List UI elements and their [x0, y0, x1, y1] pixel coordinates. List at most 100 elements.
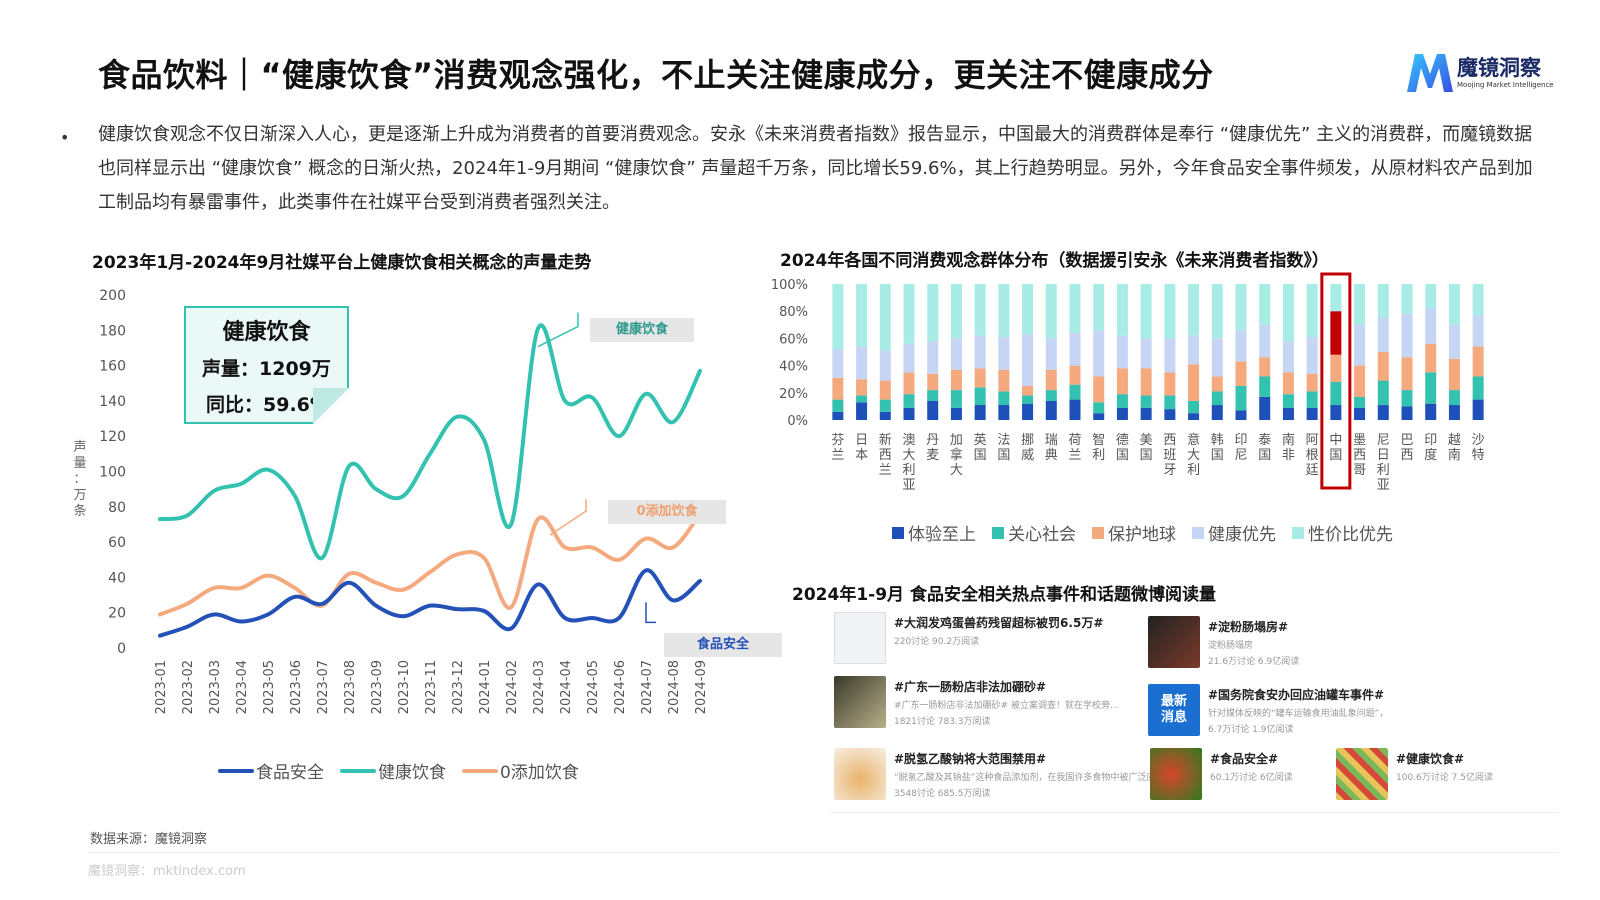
event-stat: 1821讨论 783.3万阅读 — [894, 717, 991, 727]
bar-segment — [1259, 396, 1271, 420]
bar-segment — [1306, 284, 1318, 338]
x-tick-label: 越 — [1448, 433, 1461, 448]
bar-segment — [1235, 284, 1247, 331]
bar-segment — [1164, 395, 1176, 410]
bar-segment — [903, 407, 915, 420]
x-tick-label: 印 — [1424, 433, 1437, 448]
x-tick-label: 巴 — [1400, 433, 1413, 448]
bar-segment — [1140, 407, 1152, 420]
bar-segment — [1164, 409, 1176, 420]
event-title: #食品安全# — [1210, 752, 1279, 766]
footer-link[interactable]: 魔镜洞察：mktindex.com — [88, 864, 246, 879]
bar-segment — [832, 284, 844, 350]
bar-segment — [1164, 372, 1176, 396]
bar-segment — [1022, 403, 1034, 420]
legend-label: 体验至上 — [908, 525, 976, 545]
event-stat: 100.6万讨论 7.5亿阅读 — [1396, 773, 1493, 783]
y-tick-label: 0% — [787, 414, 808, 429]
event-desc: 针对媒体反映的“罐车运输食用油乱象问题”， — [1208, 709, 1389, 719]
logo-subtitle: Moojing Market Intelligence — [1457, 81, 1554, 89]
bar-segment — [1140, 338, 1152, 369]
legend-item-planet: 保护地球 — [1092, 520, 1176, 545]
tag-zero-additive: 0添加饮食 — [608, 500, 726, 524]
x-tick-label: 本 — [855, 448, 868, 463]
event-stat: 60.1万讨论 6亿阅读 — [1210, 773, 1293, 783]
bar-segment — [1306, 407, 1318, 420]
bar-segment — [1425, 372, 1437, 404]
bar-segment — [1448, 324, 1460, 359]
bar-segment — [927, 400, 939, 420]
legend-swatch — [462, 768, 498, 773]
x-tick-label: 大 — [1187, 448, 1200, 463]
event-thumbnail — [1336, 748, 1388, 800]
event-title: #国务院食安办回应油罐车事件# — [1208, 688, 1385, 702]
bar-segment — [974, 284, 986, 336]
bar-segment — [856, 379, 868, 396]
bar-segment — [1235, 330, 1247, 362]
x-tick-label: 澳 — [902, 432, 915, 448]
legend-item-value: 性价比优先 — [1292, 520, 1393, 545]
x-tick-label: 芬 — [831, 433, 844, 448]
y-axis-label-char: 条 — [73, 503, 86, 519]
x-tick-label: 2024-06 — [613, 660, 628, 714]
x-tick-label: 2023-02 — [181, 660, 196, 714]
event-desc: 淀粉肠塌房 — [1208, 641, 1254, 651]
bar-segment — [856, 395, 868, 403]
x-tick-label: 2023-10 — [397, 660, 412, 714]
legend-label: 食品安全 — [256, 763, 324, 783]
x-tick-label: 2024-02 — [505, 660, 520, 714]
bar-segment — [1140, 284, 1152, 339]
x-tick-label: 国 — [1329, 448, 1342, 463]
bar-segment — [1401, 390, 1413, 407]
tag-food-safety: 食品安全 — [664, 633, 782, 657]
x-tick-label: 2024-04 — [559, 660, 574, 714]
bar-segment — [1188, 400, 1200, 414]
bullet-icon: • — [60, 128, 70, 147]
bar-segment — [1306, 373, 1318, 392]
bar-segment — [1188, 364, 1200, 401]
x-tick-label: 哥 — [1353, 463, 1366, 478]
x-tick-label: 南 — [1282, 432, 1295, 448]
bar-segment — [879, 284, 891, 351]
bar-segment — [1259, 376, 1271, 397]
y-tick-label: 140 — [99, 394, 126, 410]
bar-segment — [1354, 396, 1366, 408]
legend-swatch — [1192, 526, 1204, 539]
y-tick-label: 60% — [779, 332, 808, 347]
bar-segment — [1282, 372, 1294, 395]
x-tick-label: 美 — [1140, 433, 1153, 448]
bar-segment — [1045, 390, 1057, 401]
x-tick-label: 大 — [950, 463, 963, 478]
bar-segment — [903, 372, 915, 395]
callout-title: 健康饮食 — [222, 320, 311, 345]
x-tick-label: 2024-05 — [586, 660, 601, 714]
bar-segment — [1259, 284, 1271, 325]
y-axis-label-char: 声 — [73, 440, 86, 455]
x-tick-label: 新 — [879, 432, 892, 448]
x-tick-label: 沙 — [1472, 433, 1485, 448]
bar-chart: 0%20%40%60%80%100%芬兰日本新西兰澳大利亚丹麦加拿大英国法国挪威… — [771, 272, 1485, 493]
legend-label: 0添加饮食 — [500, 763, 579, 783]
y-tick-label: 60 — [108, 535, 126, 551]
legend-swatch — [1092, 526, 1104, 539]
x-tick-label: 法 — [997, 433, 1010, 448]
x-tick-label: 2024-08 — [667, 660, 682, 714]
legend-label: 关心社会 — [1008, 525, 1076, 545]
bar-segment — [1282, 284, 1294, 342]
bar-segment — [1425, 343, 1437, 373]
bar-segment — [950, 338, 962, 370]
x-tick-label: 西 — [1353, 448, 1366, 463]
bar-segment — [1401, 406, 1413, 420]
bar-segment — [927, 373, 939, 391]
y-axis-label-char: 量 — [73, 456, 86, 471]
legend-swatch — [1292, 526, 1304, 539]
bar-segment — [1425, 308, 1437, 344]
x-tick-label: 根 — [1306, 448, 1319, 463]
bar-segment — [1330, 311, 1342, 355]
bar-segment — [903, 343, 915, 373]
bar-segment — [1211, 338, 1223, 377]
bar-segment — [1306, 391, 1318, 408]
x-tick-label: 典 — [1045, 448, 1058, 463]
bar-segment — [1259, 357, 1271, 377]
x-tick-label: 国 — [974, 448, 987, 463]
